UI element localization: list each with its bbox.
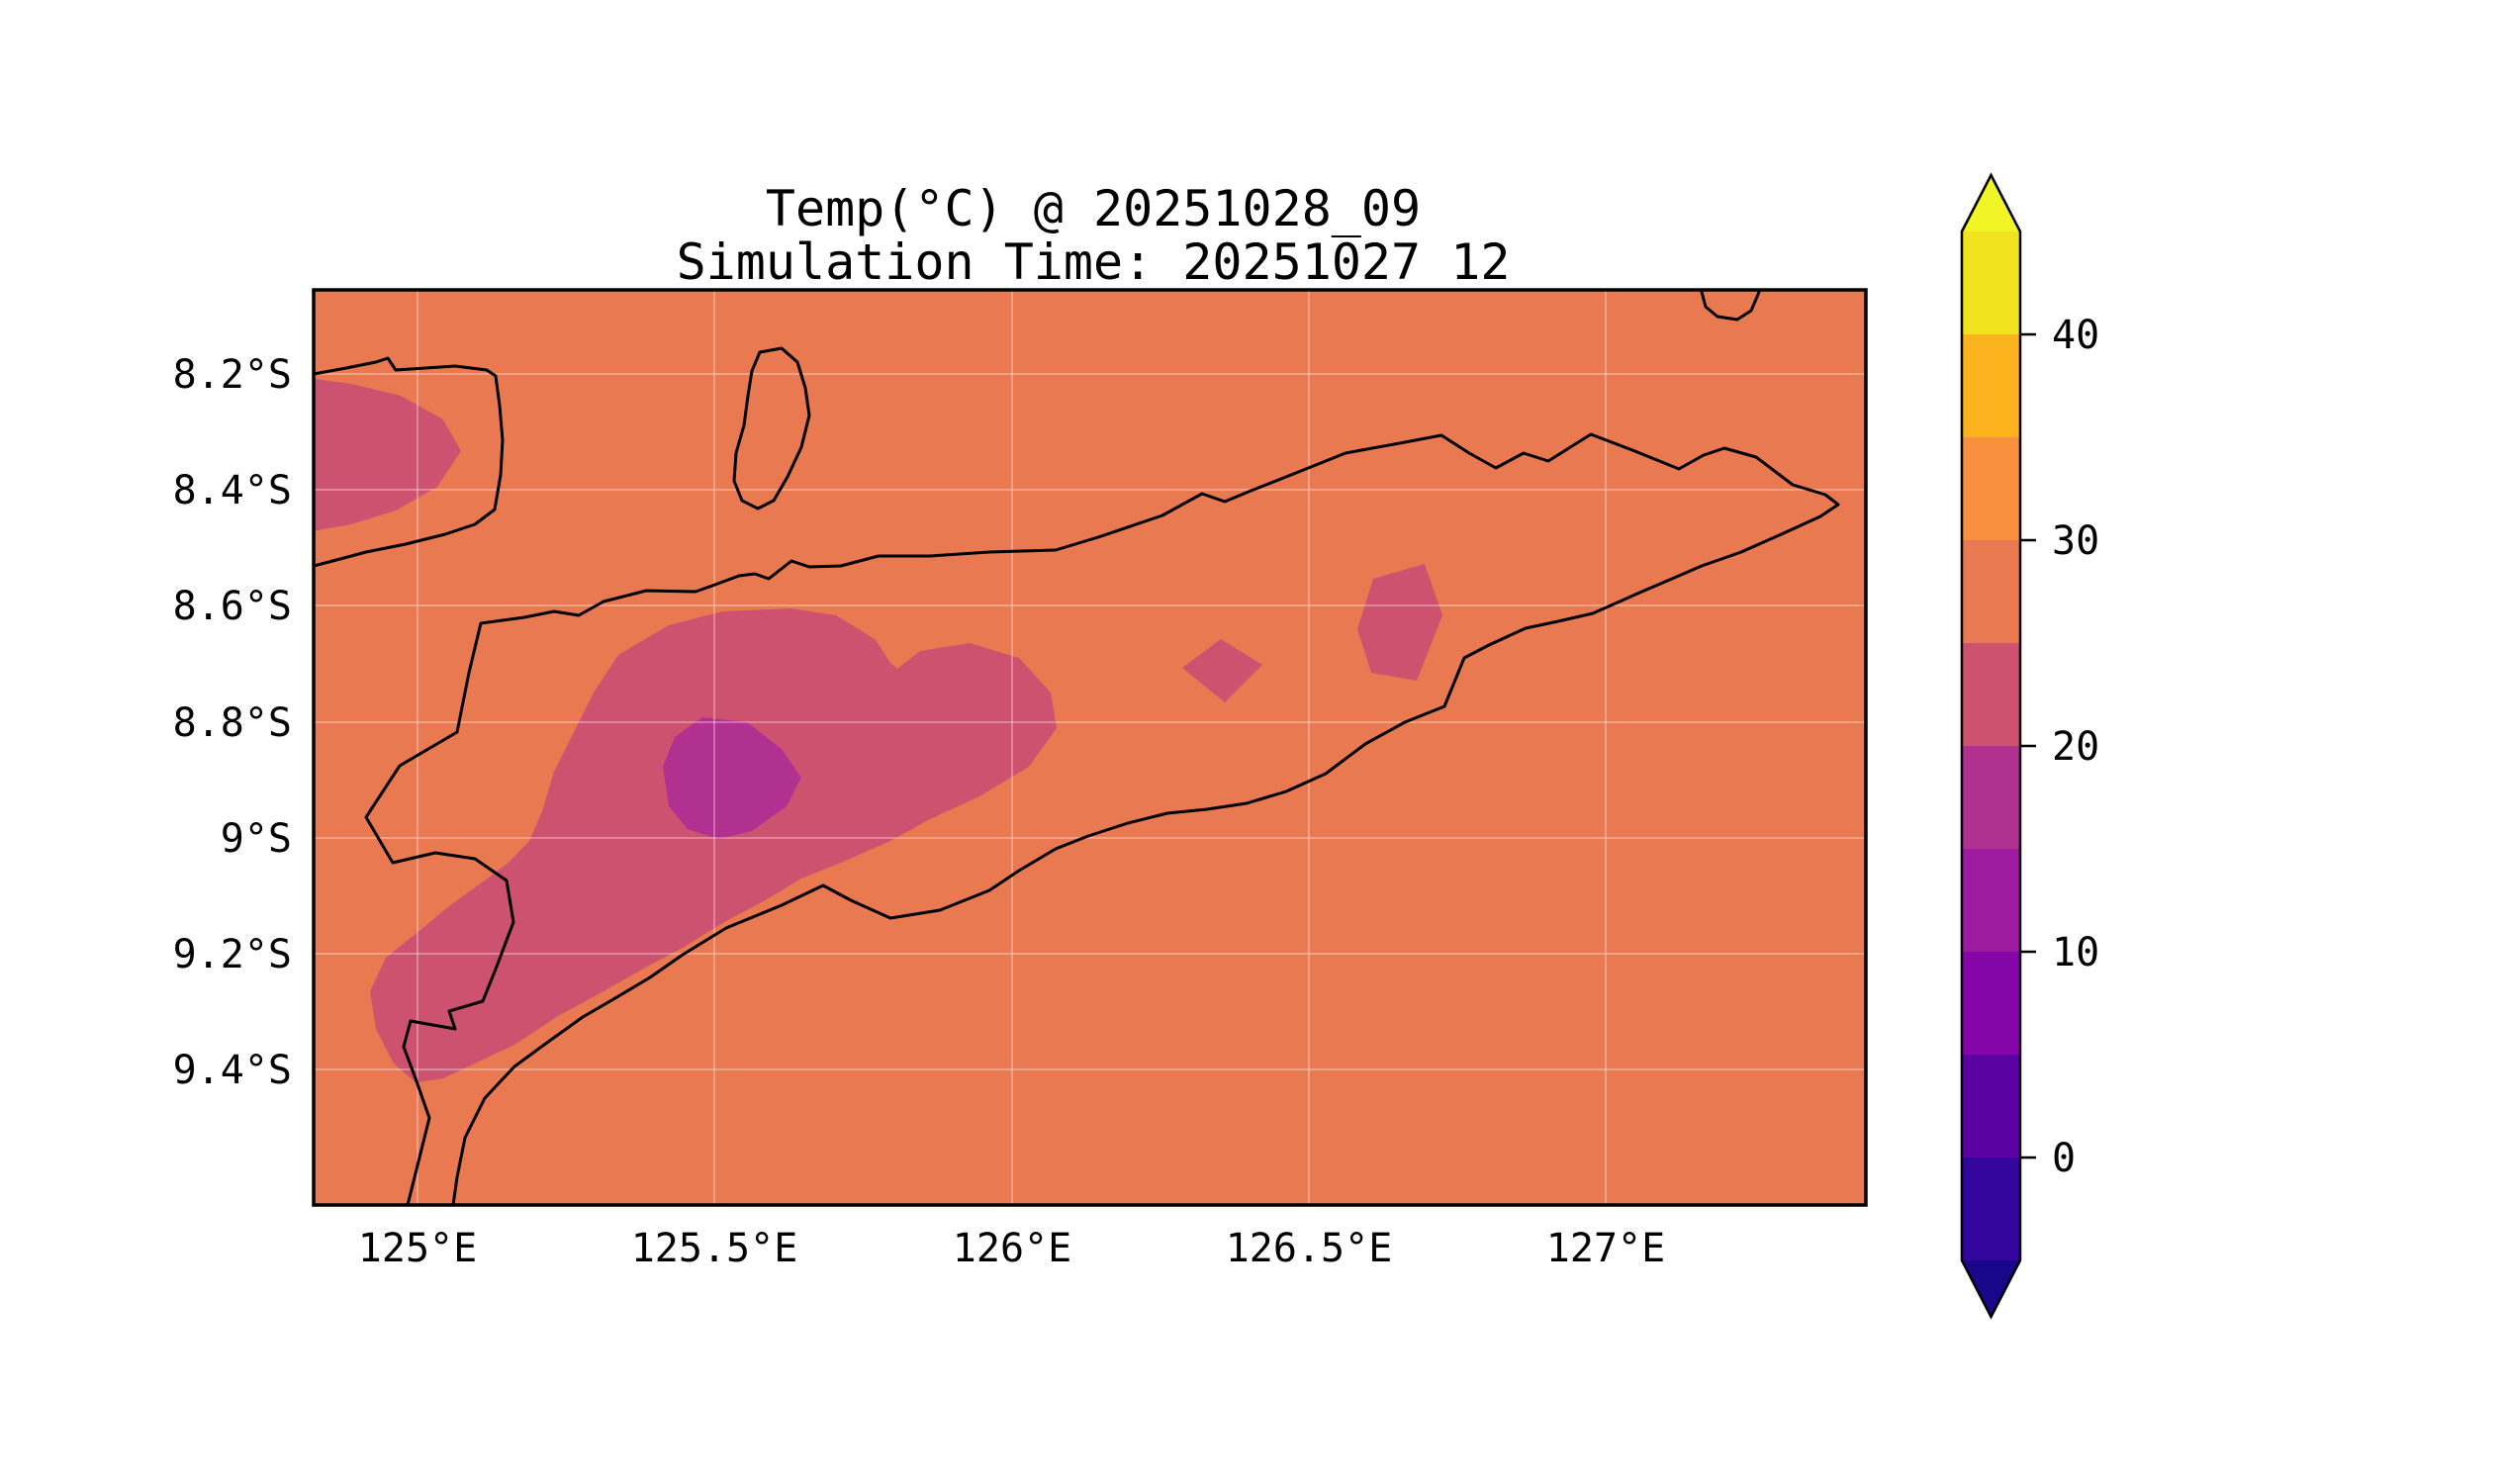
colorbar-segment-2530 [1962,540,2020,644]
band-20-25-east-diamond [1182,639,1262,702]
x-tick-label: 125°E [358,1226,477,1271]
band-20-25-northeast-patch [1357,564,1442,681]
colorbar-tick-label: 40 [2052,313,2099,358]
y-tick-label: 9.4°S [173,1048,292,1093]
colorbar-segment-3035 [1962,437,2020,541]
colorbar-segment--50 [1962,1158,2020,1261]
plot-title: Temp(°C) @ 20251028_09 [766,180,1421,237]
x-axis-longitude-labels: 125°E 125.5°E 126°E 126.5°E 127°E [358,1226,1665,1271]
colorbar-arrow-under [1962,1260,2020,1317]
coastline-kisar-island [1700,290,1761,322]
coastline-atauro-island [732,346,811,510]
y-tick-label: 8.6°S [173,584,292,629]
colorbar-segment-05 [1962,1055,2020,1159]
x-tick-label: 126°E [953,1226,1071,1271]
colorbar-tick-label: 30 [2052,518,2099,564]
colorbar-tick-label: 0 [2052,1136,2076,1181]
band-20-25-alor-patch [314,378,461,531]
colorbar-segment-1015 [1962,849,2020,953]
temperature-colorbar: 40 30 20 10 0 [1960,172,2099,1320]
colorbar-segment-2025 [1962,643,2020,747]
colorbar-segment-4045 [1962,232,2020,335]
colorbar-tick-label: 20 [2052,724,2099,770]
x-tick-label: 127°E [1546,1226,1665,1271]
coastline-alor-island [314,356,505,568]
colorbar-outline [1960,172,2022,1320]
x-tick-label: 125.5°E [631,1226,798,1271]
y-axis-latitude-labels: 8.2°S 8.4°S 8.6°S 8.8°S 9°S 9.2°S 9.4°S [173,352,292,1093]
band-20-25-central-highlands [370,608,1057,1082]
y-tick-label: 8.8°S [173,700,292,746]
colorbar-tick-label: 10 [2052,930,2099,975]
colorbar-arrow-over [1962,175,2020,232]
y-tick-label: 9.2°S [173,932,292,977]
map-plot-area [314,290,1866,1205]
band-15-20-cold-core [663,717,801,839]
y-tick-label: 8.2°S [173,352,292,398]
x-tick-label: 126.5°E [1226,1226,1393,1271]
y-tick-label: 8.4°S [173,468,292,513]
plot-subtitle: Simulation Time: 20251027_12 [677,233,1511,291]
colorbar-segment-3540 [1962,334,2020,438]
coastline-timor-island [364,432,1840,1205]
colorbar-segment-1520 [1962,746,2020,850]
colorbar-segment-510 [1962,952,2020,1056]
sea-background-band-25-30 [314,290,1866,1205]
plot-border [312,288,1868,1207]
y-tick-label: 9°S [221,816,292,862]
